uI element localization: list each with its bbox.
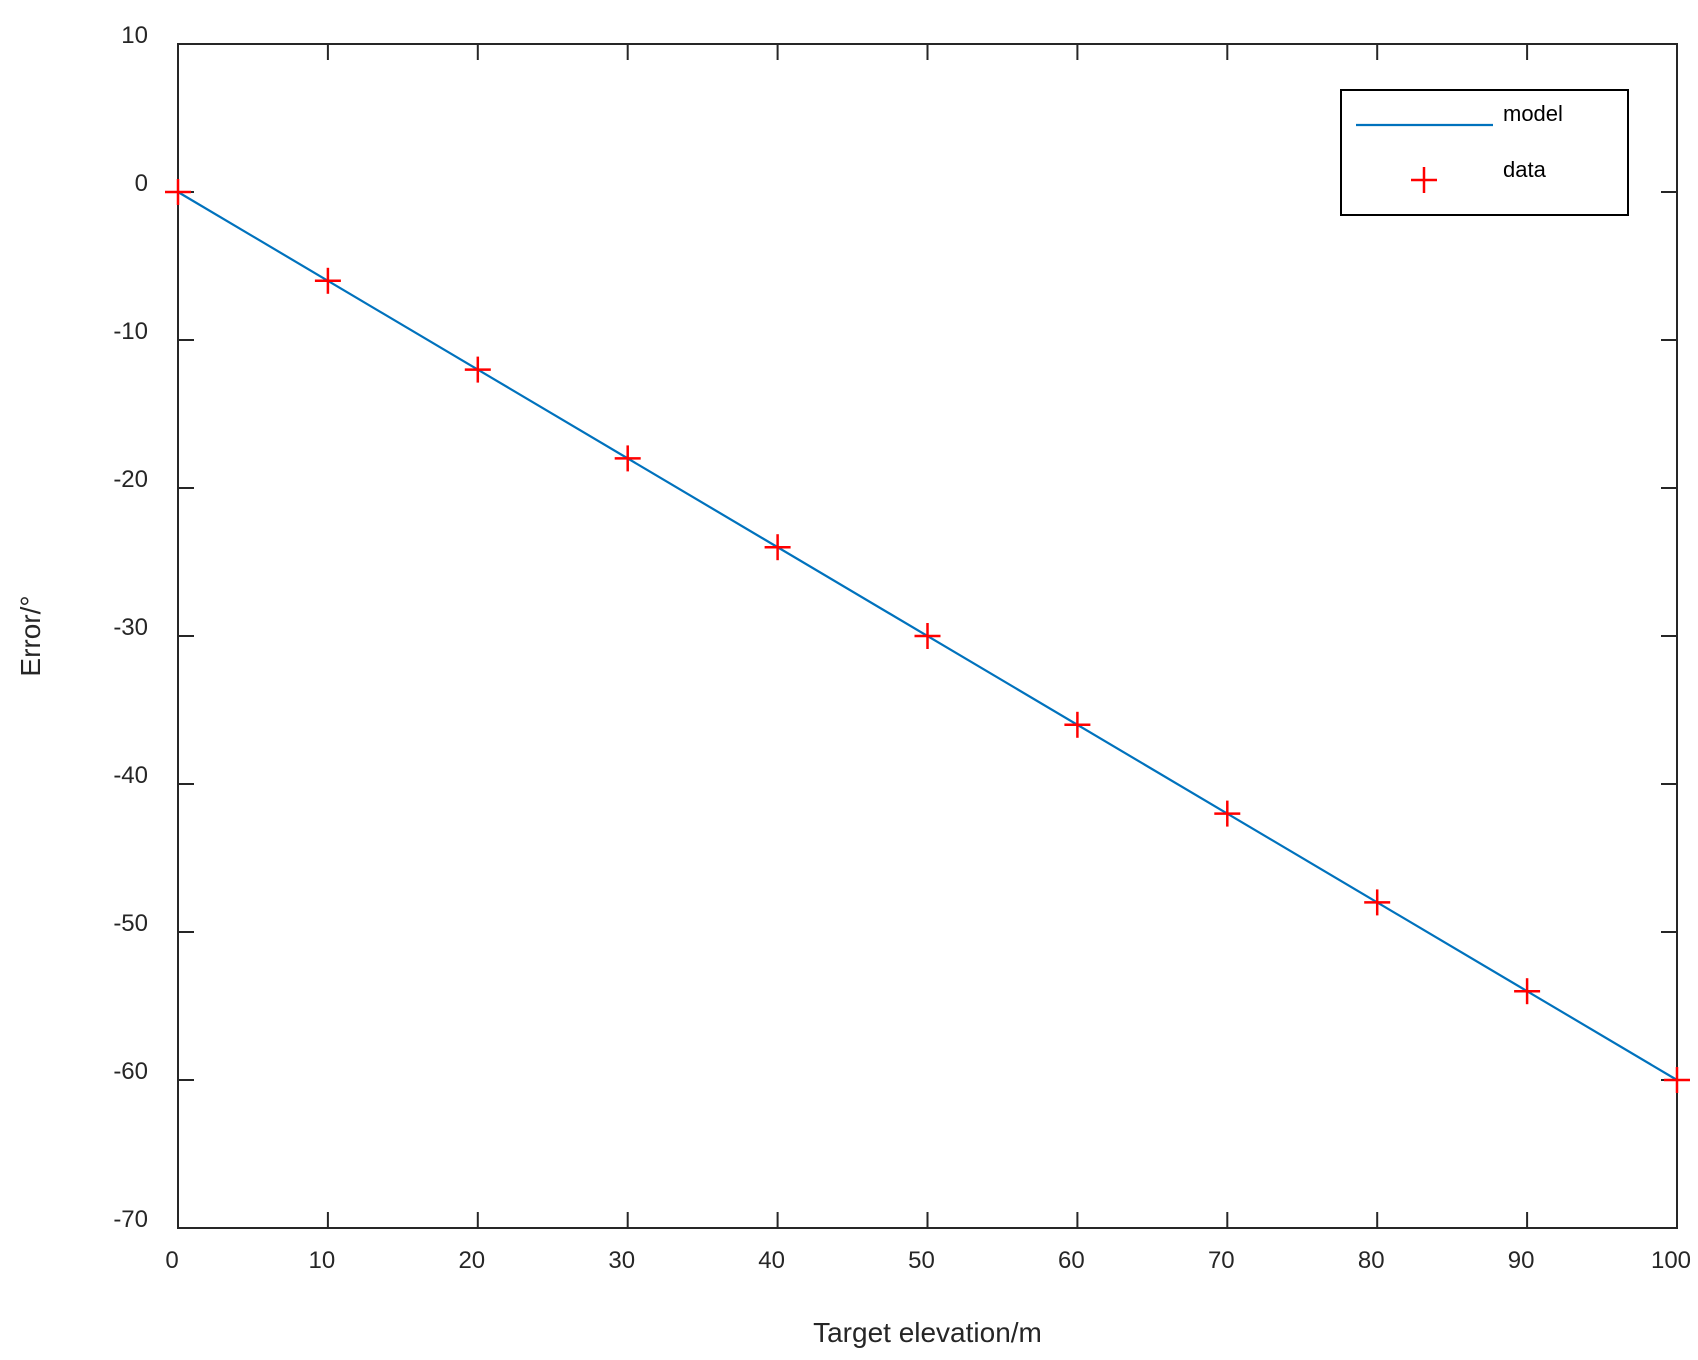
data-point-marker: [165, 179, 191, 205]
x-tick-label: 20: [458, 1247, 485, 1274]
data-point-marker: [914, 623, 941, 649]
data-point-marker: [1664, 1067, 1690, 1093]
legend-model-label: model: [1503, 101, 1563, 126]
x-axis-title: Target elevation/m: [813, 1317, 1042, 1348]
y-tick-label: -60: [113, 1058, 148, 1085]
data-point-marker: [764, 534, 791, 561]
y-tick-label: -40: [113, 762, 148, 789]
series-layer: [165, 179, 1690, 1093]
data-point-marker: [1064, 711, 1091, 738]
x-tick-label: 50: [908, 1247, 935, 1274]
x-tick-label: 80: [1358, 1247, 1385, 1274]
legend-box: [1340, 89, 1629, 216]
y-tick-label: 0: [135, 170, 148, 197]
x-tick-label: 0: [165, 1247, 178, 1274]
legend-data-swatch: [1411, 167, 1437, 193]
data-point-marker: [464, 356, 491, 383]
x-tick-label: 60: [1058, 1247, 1085, 1274]
y-tick-label: -50: [113, 910, 148, 937]
y-axis-title: Error/°: [15, 595, 46, 676]
y-tick-label: -30: [113, 614, 148, 641]
data-point-marker: [1514, 978, 1541, 1005]
x-tick-label: 40: [758, 1247, 785, 1274]
y-tick-label: -10: [113, 318, 148, 345]
data-point-marker: [314, 267, 341, 294]
y-tick-label: -20: [113, 466, 148, 493]
axis-ticks: 0 10 20 30 40 50 60 70 80 90 100100-10-20-30-40-50…: [113, 22, 1691, 1274]
data-point-marker: [1364, 889, 1391, 916]
x-tick-label: 30: [608, 1247, 635, 1274]
legend-data-label: data: [1503, 157, 1547, 182]
x-tick-label: 90: [1508, 1247, 1535, 1274]
y-tick-label: -70: [113, 1206, 148, 1233]
x-tick-label: 70: [1208, 1247, 1235, 1274]
x-tick-label: 10: [309, 1247, 336, 1274]
y-tick-label: 10: [121, 22, 148, 49]
data-point-marker: [614, 445, 641, 472]
x-tick-label: 100: [1651, 1247, 1691, 1274]
legend: model data: [1340, 89, 1629, 216]
data-point-marker: [1214, 800, 1241, 827]
